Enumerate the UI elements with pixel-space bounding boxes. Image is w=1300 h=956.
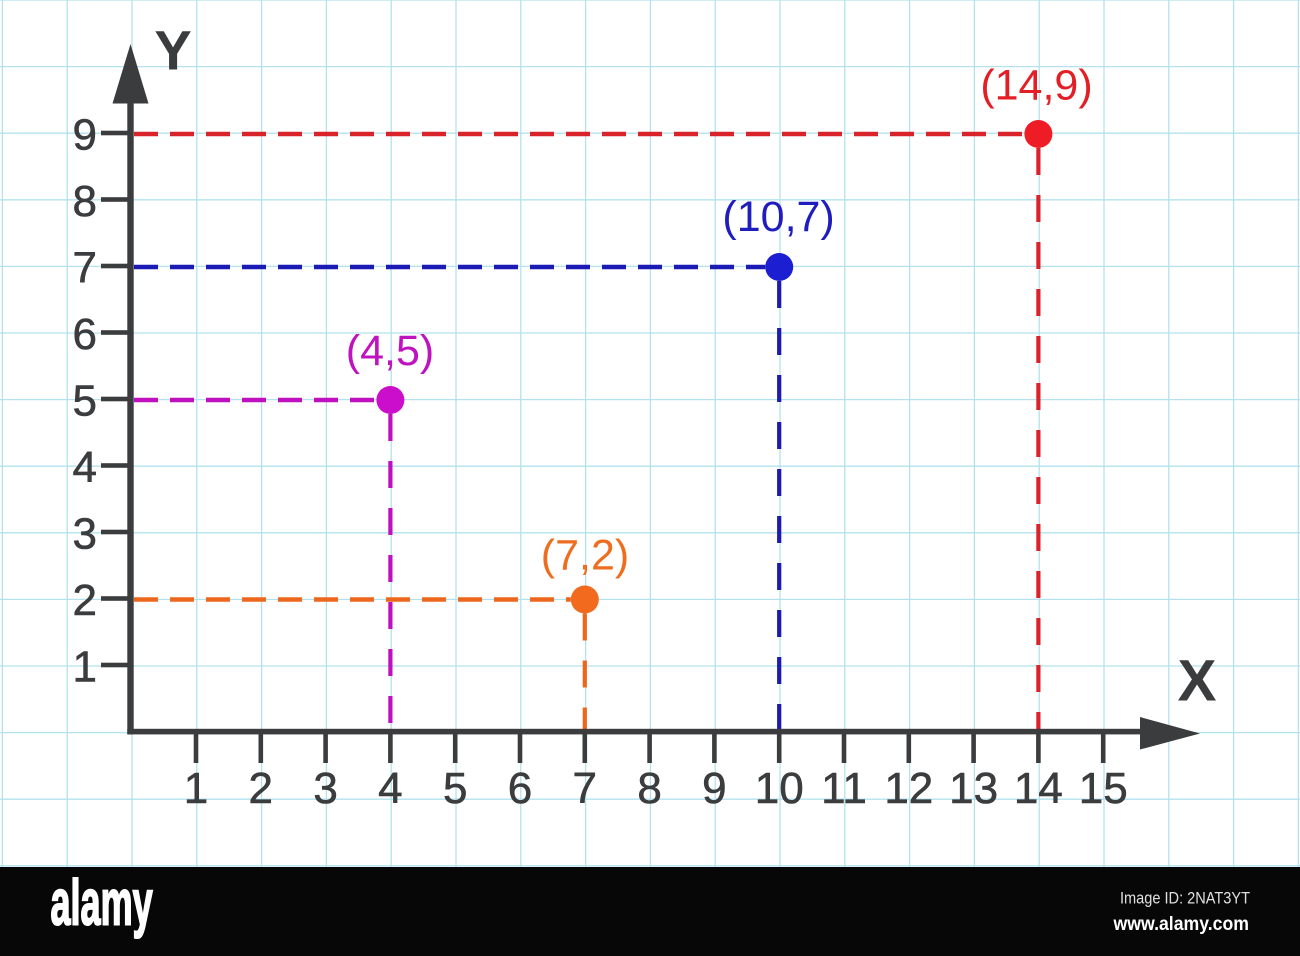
svg-text:11: 11 — [821, 764, 867, 813]
svg-text:7: 7 — [573, 764, 597, 813]
svg-text:14: 14 — [1014, 764, 1063, 813]
svg-text:9: 9 — [702, 764, 726, 813]
svg-text:10: 10 — [755, 764, 804, 813]
svg-text:1: 1 — [73, 643, 97, 692]
svg-text:5: 5 — [443, 764, 467, 813]
svg-text:3: 3 — [73, 510, 97, 559]
svg-text:4: 4 — [378, 764, 402, 813]
svg-text:(14,9): (14,9) — [980, 61, 1092, 109]
svg-text:8: 8 — [637, 764, 661, 813]
svg-text:8: 8 — [73, 177, 97, 226]
svg-text:7: 7 — [73, 244, 97, 293]
svg-text:www.alamy.com: www.alamy.com — [1113, 914, 1249, 935]
svg-text:15: 15 — [1079, 764, 1128, 813]
svg-text:13: 13 — [949, 764, 998, 813]
svg-text:5: 5 — [73, 377, 97, 426]
svg-text:Image ID: 2NAT3YT: Image ID: 2NAT3YT — [1120, 890, 1250, 908]
svg-text:2: 2 — [73, 576, 97, 625]
svg-text:(7,2): (7,2) — [541, 531, 629, 579]
svg-text:4: 4 — [73, 443, 97, 492]
svg-text:6: 6 — [508, 764, 532, 813]
svg-text:2: 2 — [249, 764, 273, 813]
svg-text:Y: Y — [154, 19, 191, 82]
svg-text:12: 12 — [884, 764, 933, 813]
svg-text:3: 3 — [313, 764, 337, 813]
svg-text:X: X — [1177, 649, 1216, 714]
svg-text:6: 6 — [73, 310, 97, 359]
svg-text:(4,5): (4,5) — [346, 327, 434, 375]
svg-text:1: 1 — [184, 764, 208, 813]
svg-text:(10,7): (10,7) — [722, 193, 834, 241]
svg-text:alamy: alamy — [51, 868, 153, 939]
svg-text:9: 9 — [73, 111, 97, 160]
